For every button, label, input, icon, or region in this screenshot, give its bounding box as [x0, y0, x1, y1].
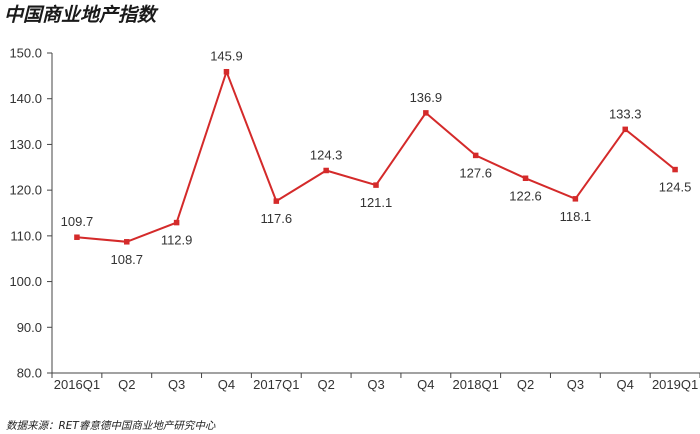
- y-tick-label: 90.0: [17, 320, 42, 335]
- y-tick-label: 150.0: [9, 46, 42, 61]
- data-point: [572, 196, 579, 202]
- x-tick-label: Q3: [567, 377, 584, 392]
- x-tick-label: Q3: [367, 377, 384, 392]
- data-point: [223, 68, 230, 75]
- data-point: [522, 175, 529, 182]
- x-tick-label: 2017Q1: [253, 377, 299, 392]
- x-tick-label: Q3: [168, 377, 185, 392]
- x-tick-label: 2019Q1: [652, 377, 698, 392]
- x-tick-label: 2018Q1: [453, 377, 499, 392]
- data-point: [74, 234, 80, 240]
- axes: [51, 53, 700, 374]
- data-point: [622, 126, 628, 133]
- data-point: [423, 110, 429, 116]
- chart-source: 数据来源：RET睿意德中国商业地产研究中心: [6, 420, 216, 432]
- y-tick-label: 80.0: [17, 366, 42, 381]
- x-tick-label: Q2: [517, 377, 534, 392]
- data-point: [173, 219, 180, 226]
- data-point: [373, 182, 379, 188]
- x-axis-ticks: 2016Q1 Q2 Q3 Q4 2017Q1 Q2 Q3 Q4 2018Q1 Q2 Q3 Q4 2019…: [51, 373, 700, 392]
- data-label: 109.7: [61, 214, 94, 229]
- data-points: [74, 68, 678, 245]
- x-tick-label: 2016Q1: [54, 377, 100, 392]
- x-tick-label: Q4: [218, 377, 235, 392]
- data-label: 136.9: [410, 90, 443, 105]
- chart-title: 中国商业地产指数: [4, 4, 157, 26]
- data-label: 145.9: [210, 49, 243, 64]
- y-tick-label: 110.0: [10, 228, 42, 243]
- data-point: [124, 239, 130, 245]
- data-label: 133.3: [609, 106, 642, 121]
- data-label: 112.9: [161, 233, 193, 248]
- x-tick-label: Q2: [118, 377, 135, 392]
- y-axis-ticks: 80.0 90.0 100.0 110.0 120.0 130.0 140.0 150.0: [9, 46, 52, 381]
- y-tick-label: 120.0: [9, 183, 42, 198]
- data-point: [672, 166, 678, 173]
- y-tick-label: 140.0: [9, 91, 42, 106]
- data-point: [472, 152, 479, 159]
- data-label: 121.1: [360, 195, 393, 210]
- data-label: 127.6: [459, 165, 492, 180]
- x-tick-label: Q4: [417, 377, 434, 392]
- data-point: [323, 167, 329, 174]
- data-label: 124.3: [310, 147, 343, 162]
- data-point: [273, 198, 280, 204]
- data-label: 122.6: [509, 188, 542, 203]
- data-labels: 109.7 108.7 112.9 145.9 117.6 124.3 121.1 136.9…: [61, 49, 692, 267]
- x-tick-label: Q2: [317, 377, 334, 392]
- y-tick-label: 130.0: [9, 137, 42, 152]
- data-label: 124.5: [659, 180, 692, 195]
- data-label: 108.7: [110, 252, 143, 267]
- data-label: 118.1: [560, 209, 592, 224]
- y-tick-label: 100.0: [9, 274, 42, 289]
- x-tick-label: Q4: [617, 377, 634, 392]
- data-label: 117.6: [261, 211, 293, 226]
